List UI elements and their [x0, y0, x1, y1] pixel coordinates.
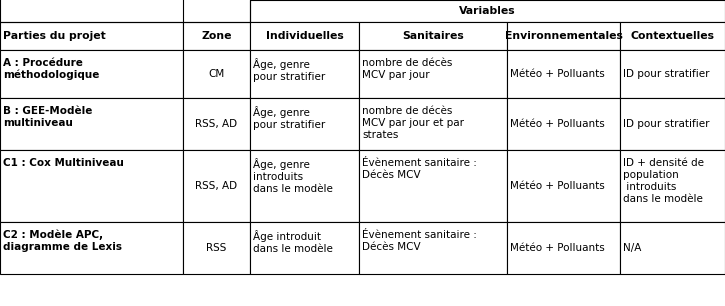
Text: Sanitaires: Sanitaires — [402, 31, 464, 41]
Text: Évènement sanitaire :
Décès MCV: Évènement sanitaire : Décès MCV — [362, 230, 477, 252]
Text: CM: CM — [208, 69, 225, 79]
Text: nombre de décès
MCV par jour: nombre de décès MCV par jour — [362, 58, 452, 80]
Text: nombre de décès
MCV par jour et par
strates: nombre de décès MCV par jour et par stra… — [362, 106, 464, 140]
Bar — [359, 22, 507, 50]
Text: ID pour stratifier: ID pour stratifier — [623, 119, 710, 129]
Text: Météo + Polluants: Météo + Polluants — [510, 119, 605, 129]
Text: Contextuelles: Contextuelles — [631, 31, 715, 41]
Bar — [0, 150, 183, 222]
Text: RSS, AD: RSS, AD — [196, 119, 238, 129]
Text: Parties du projet: Parties du projet — [3, 31, 106, 41]
Bar — [250, 22, 359, 50]
Bar — [359, 98, 507, 150]
Bar — [0, 0, 183, 22]
Bar — [507, 22, 620, 50]
Bar — [359, 50, 507, 98]
Bar — [183, 98, 250, 150]
Bar — [620, 98, 725, 150]
Bar — [250, 222, 359, 274]
Text: Individuelles: Individuelles — [265, 31, 344, 41]
Bar — [620, 22, 725, 50]
Bar — [250, 50, 359, 98]
Bar — [507, 222, 620, 274]
Text: Variables: Variables — [459, 6, 515, 16]
Bar — [250, 98, 359, 150]
Bar — [183, 150, 250, 222]
Bar — [0, 98, 183, 150]
Bar — [620, 222, 725, 274]
Text: Météo + Polluants: Météo + Polluants — [510, 181, 605, 191]
Bar — [250, 0, 725, 22]
Bar — [183, 22, 250, 50]
Text: Âge, genre
pour stratifier: Âge, genre pour stratifier — [253, 58, 326, 81]
Text: Environnementales: Environnementales — [505, 31, 623, 41]
Bar — [507, 98, 620, 150]
Text: Météo + Polluants: Météo + Polluants — [510, 69, 605, 79]
Text: RSS: RSS — [207, 243, 227, 253]
Bar — [0, 22, 183, 50]
Text: Âge, genre
pour stratifier: Âge, genre pour stratifier — [253, 106, 326, 129]
Text: Âge introduit
dans le modèle: Âge introduit dans le modèle — [253, 230, 333, 253]
Bar — [620, 50, 725, 98]
Text: Météo + Polluants: Météo + Polluants — [510, 243, 605, 253]
Bar — [507, 150, 620, 222]
Text: RSS, AD: RSS, AD — [196, 181, 238, 191]
Text: N/A: N/A — [623, 243, 642, 253]
Text: ID + densité de
population
 introduits
dans le modèle: ID + densité de population introduits da… — [623, 158, 704, 203]
Bar — [0, 50, 183, 98]
Text: Âge, genre
introduits
dans le modèle: Âge, genre introduits dans le modèle — [253, 158, 333, 193]
Bar — [183, 222, 250, 274]
Bar — [507, 50, 620, 98]
Bar — [359, 222, 507, 274]
Bar — [250, 150, 359, 222]
Bar — [620, 150, 725, 222]
Text: Évènement sanitaire :
Décès MCV: Évènement sanitaire : Décès MCV — [362, 158, 477, 180]
Text: C1 : Cox Multiniveau: C1 : Cox Multiniveau — [3, 158, 124, 167]
Bar — [0, 222, 183, 274]
Bar — [183, 0, 250, 22]
Bar — [183, 50, 250, 98]
Text: A : Procédure
méthodologique: A : Procédure méthodologique — [3, 58, 99, 80]
Text: Zone: Zone — [202, 31, 232, 41]
Text: B : GEE-Modèle
multiniveau: B : GEE-Modèle multiniveau — [3, 106, 92, 128]
Text: C2 : Modèle APC,
diagramme de Lexis: C2 : Modèle APC, diagramme de Lexis — [3, 230, 122, 252]
Text: ID pour stratifier: ID pour stratifier — [623, 69, 710, 79]
Bar — [359, 150, 507, 222]
